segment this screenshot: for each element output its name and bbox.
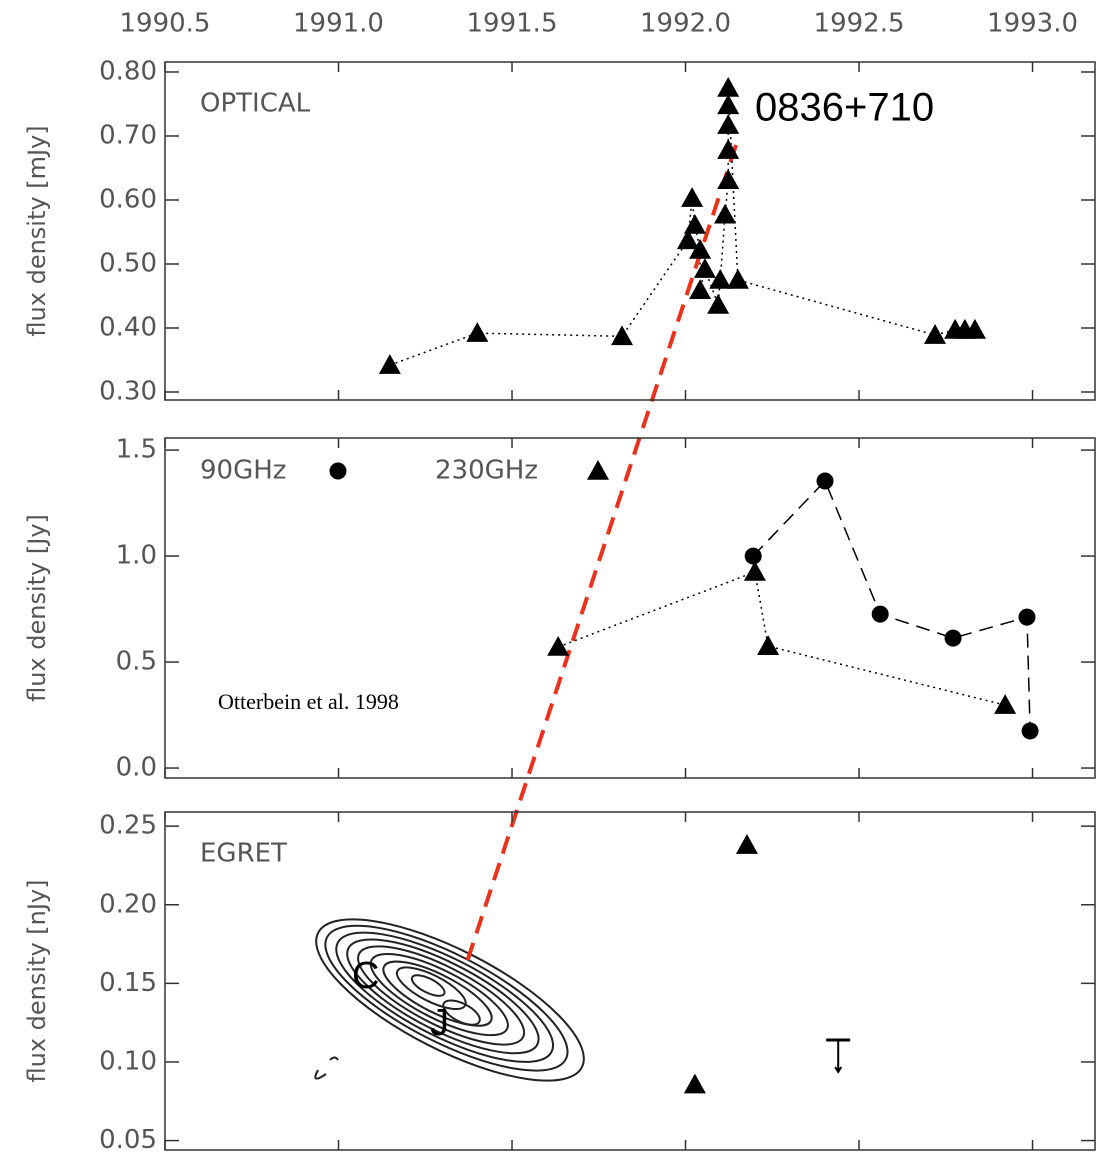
point	[736, 834, 758, 854]
y-tick-label: 0.30	[99, 376, 157, 406]
x-tick-label: 1993.0	[987, 9, 1078, 39]
x-tick-label: 1992.5	[814, 9, 905, 39]
y-tick-label: 0.25	[99, 811, 157, 841]
x-tick-label: 1991.5	[467, 9, 558, 39]
point	[379, 354, 401, 374]
point	[684, 1074, 706, 1094]
point	[924, 324, 946, 344]
x-tick-label: 1991.0	[293, 9, 384, 39]
point	[945, 630, 962, 647]
point	[717, 77, 739, 97]
legend-label: 90GHz	[200, 456, 286, 486]
y-tick-label: 0.15	[99, 968, 157, 998]
figure: 0836+710 Otterbein et al. 1998 C J 1990.…	[0, 0, 1103, 1155]
point	[1022, 722, 1039, 739]
source-label: 0836+710	[755, 86, 934, 130]
series-line	[753, 481, 1030, 731]
y-axis-label: flux density [nJy]	[23, 879, 51, 1082]
point	[681, 187, 703, 207]
point	[1018, 609, 1035, 626]
x-tick-label: 1990.5	[120, 9, 211, 39]
point	[717, 169, 739, 189]
point	[757, 635, 779, 655]
x-tick-label: 1992.0	[640, 9, 731, 39]
y-tick-label: 0.50	[99, 248, 157, 278]
y-tick-label: 0.5	[116, 647, 157, 677]
reference-label: Otterbein et al. 1998	[218, 689, 399, 714]
y-tick-label: 0.0	[116, 753, 157, 783]
y-tick-label: 0.20	[99, 889, 157, 919]
plot-frame	[165, 438, 1095, 778]
y-tick-label: 0.70	[99, 120, 157, 150]
y-tick-label: 0.40	[99, 312, 157, 342]
point	[717, 114, 739, 134]
point	[872, 606, 889, 623]
y-axis-label: flux density [Jy]	[23, 514, 51, 702]
contour-fragment	[315, 1058, 338, 1079]
connector-line	[465, 145, 736, 968]
point	[727, 269, 749, 289]
panel-label: OPTICAL	[200, 89, 311, 119]
point	[547, 636, 569, 656]
point	[994, 694, 1016, 714]
y-tick-label: 0.10	[99, 1046, 157, 1076]
legend-marker	[330, 463, 347, 480]
plot-frame	[165, 812, 1095, 1150]
contour-label: C	[352, 955, 379, 997]
point	[466, 322, 488, 342]
y-tick-label: 0.80	[99, 56, 157, 86]
point	[745, 548, 762, 565]
y-axis-label: flux density [mJy]	[23, 125, 51, 336]
contour-label: J	[430, 1002, 449, 1044]
y-tick-label: 0.60	[99, 184, 157, 214]
contour	[307, 898, 586, 1098]
y-tick-label: 0.05	[99, 1125, 157, 1155]
contour	[320, 908, 569, 1086]
panel-label: EGRET	[200, 839, 287, 869]
point	[611, 325, 633, 345]
point	[817, 473, 834, 490]
point	[684, 214, 706, 234]
y-tick-label: 1.5	[116, 435, 157, 465]
contour-map	[295, 888, 604, 1111]
legend-label: 230GHz	[435, 456, 538, 486]
upper-limit-arrow	[835, 1040, 841, 1072]
point	[744, 561, 766, 581]
legend-marker	[587, 460, 609, 480]
point	[717, 94, 739, 114]
y-tick-label: 1.0	[116, 541, 157, 571]
series-line	[558, 572, 1005, 705]
point	[707, 294, 729, 314]
